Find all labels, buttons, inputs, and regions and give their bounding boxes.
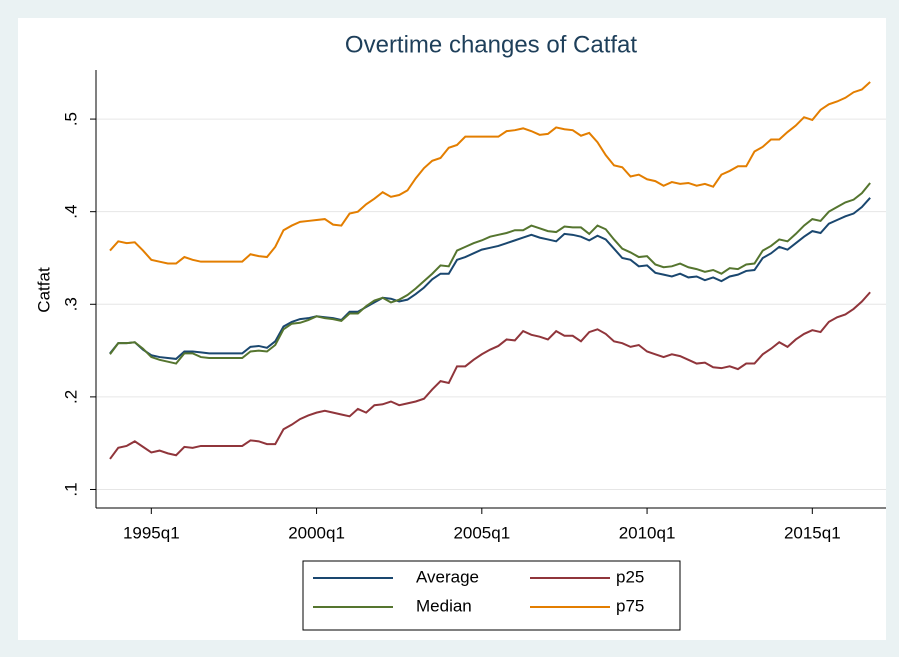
chart-title: Overtime changes of Catfat: [345, 31, 637, 58]
y-tick-label: .1: [61, 482, 80, 496]
legend-label: p75: [616, 596, 644, 615]
series-line: [109, 81, 871, 265]
legend: [302, 560, 681, 631]
legend-label: Average: [416, 567, 479, 586]
x-tick-label: 2015q1: [784, 523, 841, 542]
x-tick-label: 2010q1: [619, 523, 676, 542]
legend-label: p25: [616, 567, 644, 586]
x-tick-label: 1995q1: [123, 523, 180, 542]
series-line: [109, 182, 871, 365]
y-tick-label: .4: [61, 205, 80, 219]
x-tick-label: 2000q1: [288, 523, 345, 542]
plot-background: [18, 18, 886, 640]
y-axis-label: Catfat: [34, 267, 53, 313]
x-tick-label: 2005q1: [453, 523, 510, 542]
y-tick-label: .5: [61, 112, 80, 126]
series-line: [109, 197, 871, 360]
y-tick-label: .2: [61, 390, 80, 404]
series-line: [109, 291, 871, 460]
y-tick-label: .3: [61, 297, 80, 311]
legend-label: Median: [416, 596, 472, 615]
